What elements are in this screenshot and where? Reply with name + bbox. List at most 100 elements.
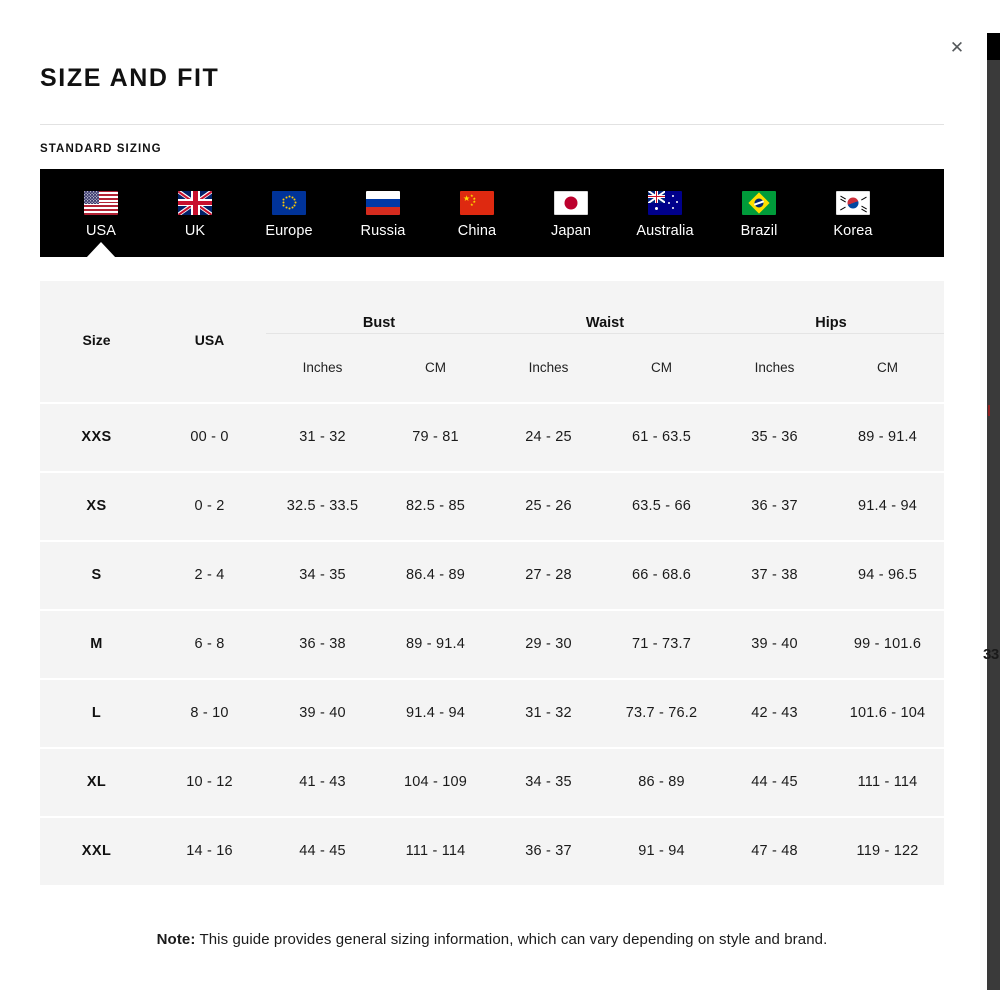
cell-waist-cm: 61 - 63.5	[631, 429, 692, 445]
country-tab-korea[interactable]: Korea	[806, 169, 900, 257]
cell-hips-in: 44 - 45	[751, 774, 798, 790]
table-row: L 8 - 10 39 - 40 91.4 - 94 31 - 32 73.7 - 76.…	[40, 678, 944, 748]
table-row: XL 10 - 12 41 - 43 104 - 109 34 - 35 86 - 89 4…	[40, 747, 944, 817]
size-chart-table: Size USA Bust Waist Hips Inches CM Inche…	[40, 280, 944, 885]
table-row: S 2 - 4 34 - 35 86.4 - 89 27 - 28 66 - 68.6 37…	[40, 540, 944, 610]
group-header-waist: Waist	[585, 314, 625, 331]
cell-waist-cm: 66 - 68.6	[631, 567, 692, 583]
flag-australia-icon	[648, 190, 682, 215]
cell-waist-in: 24 - 25	[525, 429, 572, 445]
unit-header-hips-inches: Inches	[754, 360, 795, 375]
table-body: XXS 00 - 0 31 - 32 79 - 81 24 - 25 61 - 63.5 3…	[40, 402, 944, 885]
cell-bust-cm: 79 - 81	[412, 429, 459, 445]
cell-bust-in: 32.5 - 33.5	[286, 498, 359, 514]
country-tab-label: Europe	[265, 222, 313, 239]
cell-waist-cm: 63.5 - 66	[631, 498, 692, 514]
cell-usa: 14 - 16	[186, 843, 233, 859]
group-separator-row	[40, 332, 944, 334]
cell-bust-cm: 86.4 - 89	[405, 567, 466, 583]
cell-size: XS	[86, 498, 107, 514]
country-tab-label: Russia	[360, 222, 406, 239]
country-tab-uk[interactable]: UK	[148, 169, 242, 257]
cell-usa: 00 - 0	[190, 429, 229, 445]
cell-waist-in: 25 - 26	[525, 498, 572, 514]
group-header-hips: Hips	[815, 314, 847, 331]
cell-hips-in: 36 - 37	[751, 498, 798, 514]
cell-hips-in: 47 - 48	[751, 843, 798, 859]
country-tab-brazil[interactable]: Brazil	[712, 169, 806, 257]
flag-uk-icon	[178, 190, 212, 215]
group-separator-line	[266, 332, 944, 334]
country-tab-usa[interactable]: USA	[54, 169, 148, 257]
background-page-sliver: 33	[983, 0, 1000, 1000]
cell-hips-in: 39 - 40	[751, 636, 798, 652]
cell-bust-in: 31 - 32	[299, 429, 346, 445]
country-tab-europe[interactable]: Europe	[242, 169, 336, 257]
cell-hips-cm: 119 - 122	[856, 843, 919, 859]
cell-bust-cm: 82.5 - 85	[405, 498, 466, 514]
cell-usa: 8 - 10	[190, 705, 229, 721]
table-row: M 6 - 8 36 - 38 89 - 91.4 29 - 30 71 - 73.7 39…	[40, 609, 944, 679]
title-divider	[40, 123, 944, 125]
cell-size: M	[90, 636, 103, 652]
country-tab-label: USA	[85, 222, 117, 239]
modal-content: SIZE AND FIT STANDARD SIZING USA UK Europe…	[40, 0, 944, 948]
cell-waist-in: 29 - 30	[525, 636, 572, 652]
cell-bust-cm: 91.4 - 94	[405, 705, 466, 721]
unit-header-hips-cm: CM	[877, 360, 898, 375]
cell-size: S	[91, 567, 102, 583]
country-tab-label: Brazil	[740, 222, 778, 239]
flag-japan-icon	[554, 190, 588, 215]
flag-china-icon: ★ ★ ★ ★ ★	[460, 190, 494, 215]
unit-header-bust-inches: Inches	[302, 360, 343, 375]
table-row: XXL 14 - 16 44 - 45 111 - 114 36 - 37 91 - 94…	[40, 816, 944, 885]
group-header-row: Size USA Bust Waist Hips	[40, 281, 944, 349]
cell-hips-in: 37 - 38	[751, 567, 798, 583]
note-text: This guide provides general sizing infor…	[195, 930, 828, 948]
country-tab-label: Australia	[636, 222, 694, 239]
background-accent-mark	[988, 405, 990, 416]
table-head: Size USA Bust Waist Hips Inches CM Inche…	[40, 281, 944, 403]
cell-hips-cm: 91.4 - 94	[857, 498, 918, 514]
cell-bust-cm: 89 - 91.4	[405, 636, 466, 652]
table-row: XXS 00 - 0 31 - 32 79 - 81 24 - 25 61 - 63.5 3…	[40, 402, 944, 472]
cell-bust-in: 34 - 35	[299, 567, 346, 583]
flag-russia-icon	[366, 190, 400, 215]
background-top-bar	[987, 33, 1000, 60]
country-tab-label: Korea	[833, 222, 873, 239]
unit-header-waist-cm: CM	[651, 360, 672, 375]
cell-bust-in: 41 - 43	[299, 774, 346, 790]
cell-hips-cm: 99 - 101.6	[853, 636, 922, 652]
cell-waist-in: 36 - 37	[525, 843, 572, 859]
country-tab-russia[interactable]: Russia	[336, 169, 430, 257]
country-tab-china[interactable]: ★ ★ ★ ★ ★ China	[430, 169, 524, 257]
cell-size: XXS	[81, 429, 112, 445]
cell-waist-cm: 71 - 73.7	[631, 636, 692, 652]
unit-header-bust-cm: CM	[425, 360, 446, 375]
cell-size: L	[91, 705, 102, 721]
country-tab-bar: USA UK Europe Russia ★ ★ ★ ★ ★ China Japan Australi…	[40, 168, 944, 257]
group-header-bust: Bust	[362, 314, 396, 331]
cell-hips-cm: 89 - 91.4	[857, 429, 918, 445]
cell-hips-cm: 94 - 96.5	[857, 567, 918, 583]
note-label: Note:	[156, 930, 196, 948]
cell-usa: 2 - 4	[194, 567, 225, 583]
cell-bust-cm: 104 - 109	[403, 774, 468, 790]
close-icon[interactable]: ✕	[943, 33, 971, 61]
background-body	[987, 60, 1000, 990]
flag-brazil-icon	[742, 190, 776, 215]
background-sliver-text: 33	[983, 646, 999, 663]
cell-bust-cm: 111 - 114	[405, 843, 466, 859]
country-tab-australia[interactable]: Australia	[618, 169, 712, 257]
country-tab-japan[interactable]: Japan	[524, 169, 618, 257]
country-tab-label: UK	[184, 222, 206, 239]
cell-waist-cm: 86 - 89	[638, 774, 685, 790]
note: Note: This guide provides general sizing…	[40, 931, 944, 948]
country-tab-label: China	[457, 222, 497, 239]
cell-size: XL	[86, 774, 107, 790]
cell-hips-cm: 111 - 114	[857, 774, 918, 790]
section-label-standard-sizing: STANDARD SIZING	[40, 142, 162, 155]
page-title: SIZE AND FIT	[40, 64, 220, 92]
table-row: XS 0 - 2 32.5 - 33.5 82.5 - 85 25 - 26 63.5 -…	[40, 471, 944, 541]
